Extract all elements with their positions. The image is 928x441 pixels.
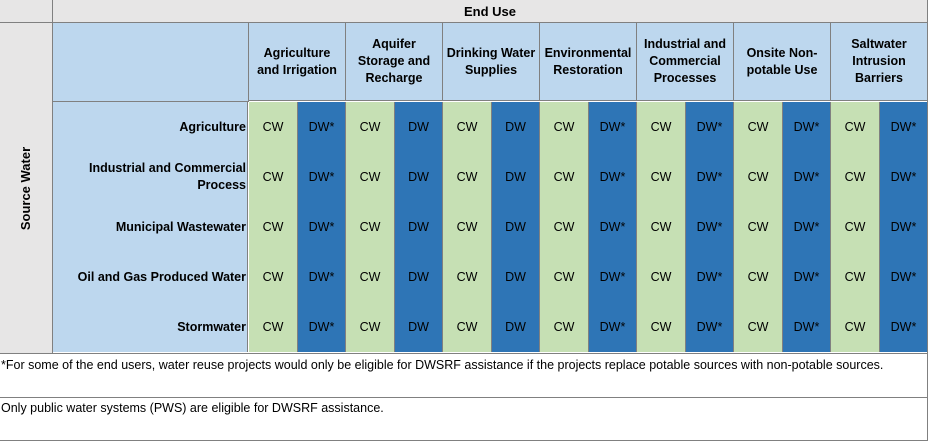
- cw-cell: CW: [831, 302, 880, 352]
- dw-cell: DW*: [589, 252, 637, 302]
- cw-cell: CW: [249, 252, 298, 302]
- source-water-label: Source Water: [18, 146, 34, 230]
- cw-cell: CW: [831, 152, 880, 202]
- column-header: Agriculture and Irrigation: [249, 23, 346, 101]
- dw-cell: DW*: [298, 152, 346, 202]
- column-header: Saltwater Intrusion Barriers: [831, 23, 928, 101]
- dw-cell: DW: [395, 252, 443, 302]
- dw-cell: DW: [492, 202, 540, 252]
- dw-cell: DW*: [783, 302, 831, 352]
- column-header: Onsite Non-potable Use: [734, 23, 831, 101]
- row-label: Oil and Gas Produced Water: [53, 252, 248, 302]
- cw-cell: CW: [249, 302, 298, 352]
- cw-cell: CW: [734, 202, 783, 252]
- corner-cell: [0, 0, 53, 23]
- cw-cell: CW: [346, 202, 395, 252]
- cw-cell: CW: [637, 302, 686, 352]
- cw-cell: CW: [831, 252, 880, 302]
- dw-cell: DW*: [880, 152, 928, 202]
- cw-cell: CW: [443, 102, 492, 152]
- row-label: Industrial and Commercial Process: [53, 152, 248, 202]
- cw-cell: CW: [734, 102, 783, 152]
- dw-cell: DW*: [686, 102, 734, 152]
- dw-cell: DW*: [589, 302, 637, 352]
- cw-cell: CW: [346, 302, 395, 352]
- dw-cell: DW*: [298, 202, 346, 252]
- pws-note: Only public water systems (PWS) are elig…: [0, 397, 927, 439]
- dw-cell: DW*: [298, 102, 346, 152]
- end-use-header: End Use: [53, 0, 927, 23]
- dw-cell: DW*: [880, 302, 928, 352]
- cw-cell: CW: [831, 202, 880, 252]
- cw-cell: CW: [346, 252, 395, 302]
- dw-cell: DW*: [686, 252, 734, 302]
- cw-cell: CW: [249, 202, 298, 252]
- dw-cell: DW*: [298, 302, 346, 352]
- cw-cell: CW: [540, 102, 589, 152]
- cw-cell: CW: [637, 202, 686, 252]
- dw-cell: DW*: [686, 202, 734, 252]
- cw-cell: CW: [734, 152, 783, 202]
- cw-cell: CW: [249, 102, 298, 152]
- cw-cell: CW: [540, 202, 589, 252]
- dw-cell: DW: [395, 302, 443, 352]
- dw-cell: DW*: [783, 102, 831, 152]
- dw-cell: DW*: [589, 202, 637, 252]
- cw-cell: CW: [443, 252, 492, 302]
- dw-cell: DW: [395, 202, 443, 252]
- footnote: *For some of the end users, water reuse …: [0, 353, 927, 395]
- cw-cell: CW: [540, 152, 589, 202]
- dw-cell: DW*: [783, 152, 831, 202]
- cw-cell: CW: [637, 102, 686, 152]
- dw-cell: DW*: [880, 102, 928, 152]
- column-header: Industrial and Commercial Processes: [637, 23, 734, 101]
- cw-cell: CW: [249, 152, 298, 202]
- dw-cell: DW*: [783, 202, 831, 252]
- dw-cell: DW*: [783, 252, 831, 302]
- cw-cell: CW: [734, 302, 783, 352]
- row-label: Agriculture: [53, 102, 248, 152]
- column-header: Aquifer Storage and Recharge: [346, 23, 443, 101]
- dw-cell: DW: [492, 102, 540, 152]
- cw-cell: CW: [540, 302, 589, 352]
- dw-cell: DW*: [298, 252, 346, 302]
- blank-header-cell: [53, 23, 249, 102]
- dw-cell: DW*: [880, 202, 928, 252]
- dw-cell: DW: [395, 102, 443, 152]
- dw-cell: DW*: [589, 102, 637, 152]
- row-label: Municipal Wastewater: [53, 202, 248, 252]
- cw-cell: CW: [637, 152, 686, 202]
- dw-cell: DW*: [880, 252, 928, 302]
- column-header: Drinking Water Supplies: [443, 23, 540, 101]
- cw-cell: CW: [540, 252, 589, 302]
- cw-cell: CW: [443, 302, 492, 352]
- dw-cell: DW*: [686, 302, 734, 352]
- dw-cell: DW*: [589, 152, 637, 202]
- dw-cell: DW*: [686, 152, 734, 202]
- dw-cell: DW: [492, 252, 540, 302]
- column-header: Environmental Restoration: [540, 23, 637, 101]
- dw-cell: DW: [395, 152, 443, 202]
- cw-cell: CW: [346, 152, 395, 202]
- dw-cell: DW: [492, 302, 540, 352]
- cw-cell: CW: [637, 252, 686, 302]
- source-water-header: Source Water: [0, 23, 53, 353]
- cw-cell: CW: [346, 102, 395, 152]
- dw-cell: DW: [492, 152, 540, 202]
- cw-cell: CW: [831, 102, 880, 152]
- cw-cell: CW: [443, 152, 492, 202]
- cw-cell: CW: [443, 202, 492, 252]
- row-label: Stormwater: [53, 302, 248, 352]
- cw-cell: CW: [734, 252, 783, 302]
